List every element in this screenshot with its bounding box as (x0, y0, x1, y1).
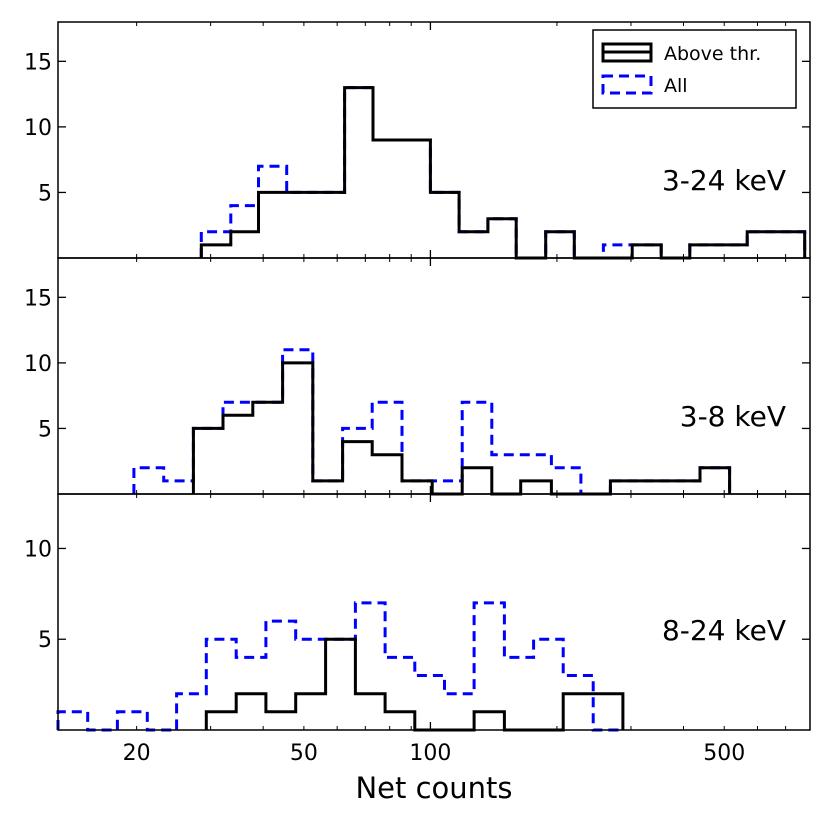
x-tick-label: 50 (290, 741, 318, 766)
band-label: 3-8 keV (680, 400, 786, 433)
x-tick-label: 20 (123, 741, 151, 766)
panel-frame-2 (57, 493, 811, 731)
legend-swatch-all (601, 74, 653, 95)
legend: Above thr. All (592, 29, 797, 109)
legend-label-above: Above thr. (664, 43, 761, 65)
series-above-2 (204, 637, 625, 732)
panel-frame-1 (57, 257, 811, 495)
x-tick-label: 500 (703, 741, 745, 766)
legend-label-all: All (664, 75, 688, 97)
y-tick-label: 15 (24, 286, 52, 311)
series-all-2 (56, 601, 623, 732)
y-tick-label: 10 (24, 352, 52, 377)
panels-group: 5 10 15 3-24 keV 5 10 15 3-8 keV 5 10 8-24 keV (24, 21, 811, 732)
legend-box (592, 29, 797, 109)
y-tick-label: 5 (38, 628, 52, 653)
band-label: 3-24 keV (662, 164, 786, 197)
series-above-0 (199, 86, 807, 260)
panel-3-24-kev: 5 10 15 3-24 keV (24, 21, 811, 260)
band-label: 8-24 keV (662, 614, 786, 647)
y-tick-label: 15 (24, 50, 52, 75)
panel-3-8-kev: 5 10 15 3-8 keV (24, 257, 811, 496)
legend-swatch-above (601, 42, 653, 63)
y-tick-label: 5 (38, 181, 52, 206)
x-axis-label: Net counts (355, 771, 512, 805)
x-axis: 20 50 100 500 (123, 741, 746, 766)
panel-8-24-kev: 5 10 8-24 keV (24, 493, 811, 732)
y-tick-label: 10 (24, 537, 52, 562)
x-tick-label: 100 (409, 741, 451, 766)
y-tick-label: 10 (24, 116, 52, 141)
y-tick-label: 5 (38, 417, 52, 442)
